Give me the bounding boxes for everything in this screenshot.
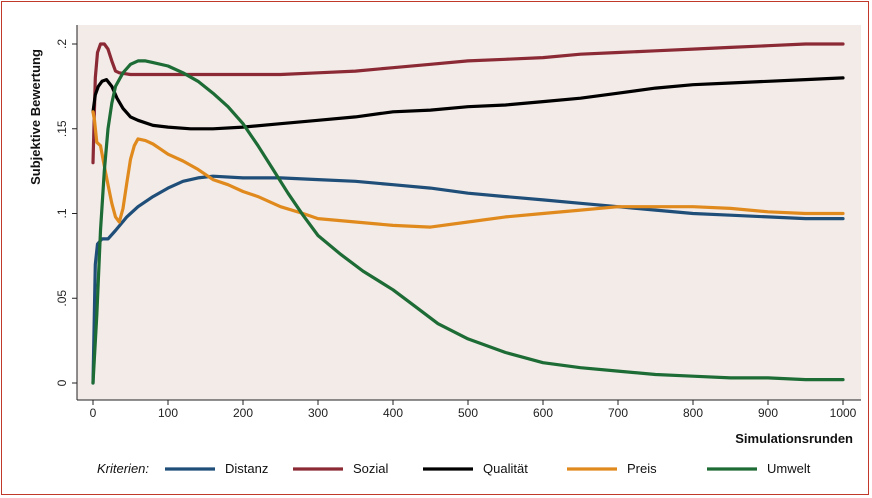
x-tick-label: 100 — [158, 406, 178, 420]
legend-label: Qualität — [483, 461, 528, 476]
series-line-preis — [91, 110, 845, 229]
legend-label: Preis — [627, 461, 657, 476]
y-tick-label: .1 — [55, 208, 69, 218]
x-tick-label: 300 — [308, 406, 328, 420]
x-axis-label: Simulationsrunden — [735, 431, 853, 446]
x-axis: 0 100 200 300 400 500 600 700 800 900 1000 — [77, 399, 861, 420]
x-tick-label: 600 — [533, 406, 553, 420]
legend-label: Distanz — [225, 461, 268, 476]
x-tick-label: 900 — [758, 406, 778, 420]
legend-title: Kriterien: — [97, 461, 149, 476]
y-axis-label: Subjektive Bewertung — [28, 49, 43, 185]
y-tick-label: 0 — [55, 379, 69, 386]
x-tick-label: 700 — [608, 406, 628, 420]
y-tick-label: .15 — [55, 120, 69, 137]
series-layer — [91, 42, 845, 385]
y-axis: 0 .05 .1 .15 .2 — [55, 25, 78, 400]
x-tick-label: 800 — [683, 406, 703, 420]
series-line-distanz — [91, 174, 845, 385]
legend-label: Umwelt — [767, 461, 811, 476]
x-tick-label: 1000 — [830, 406, 857, 420]
series-line-sozial — [91, 42, 845, 165]
x-tick-label: 200 — [233, 406, 253, 420]
legend: Kriterien: Distanz Sozial Qualität Preis Umw… — [97, 461, 811, 476]
x-tick-label: 500 — [458, 406, 478, 420]
series-line-umwelt — [91, 59, 845, 385]
x-tick-label: 400 — [383, 406, 403, 420]
x-tick-label: 0 — [90, 406, 97, 420]
series-line-qualitt — [91, 76, 845, 131]
legend-label: Sozial — [353, 461, 389, 476]
y-tick-label: .2 — [55, 39, 69, 49]
y-tick-label: .05 — [55, 290, 69, 307]
